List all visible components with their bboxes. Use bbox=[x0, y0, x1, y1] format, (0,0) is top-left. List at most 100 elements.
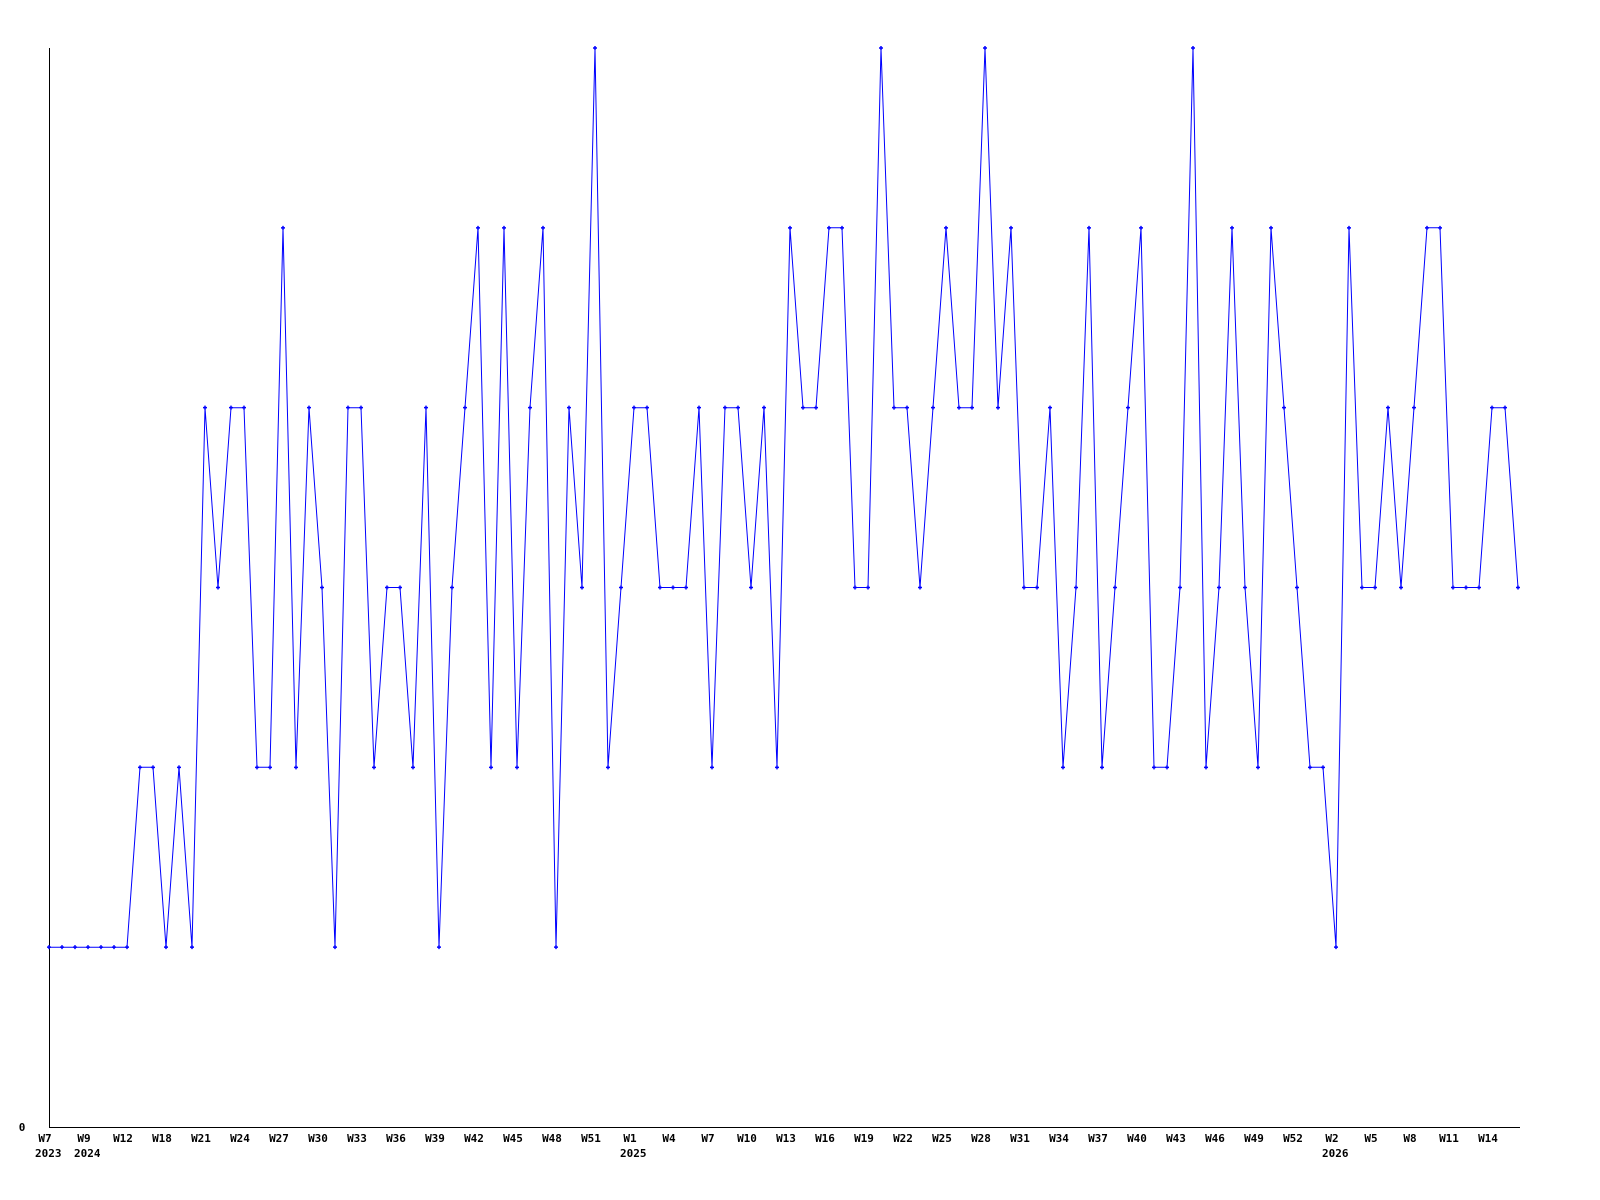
data-point bbox=[1256, 765, 1260, 770]
x-tick-label: W18 bbox=[152, 1132, 172, 1145]
data-point bbox=[229, 405, 233, 410]
data-point bbox=[1282, 405, 1286, 410]
data-point bbox=[502, 225, 506, 230]
series-line bbox=[49, 47, 1519, 948]
data-point bbox=[671, 585, 675, 590]
x-tick-label: W27 bbox=[269, 1132, 289, 1145]
x-tick-label: W45 bbox=[503, 1132, 523, 1145]
data-point bbox=[515, 765, 519, 770]
data-point bbox=[346, 405, 350, 410]
y-tick-label: 0 bbox=[19, 1121, 26, 1134]
data-point bbox=[1373, 585, 1377, 590]
data-point bbox=[658, 585, 662, 590]
data-point bbox=[86, 945, 90, 950]
data-point bbox=[1178, 585, 1182, 590]
x-tick-label: W40 bbox=[1127, 1132, 1147, 1145]
data-point bbox=[47, 945, 51, 950]
data-point bbox=[554, 945, 558, 950]
data-point bbox=[1152, 765, 1156, 770]
data-point bbox=[294, 765, 298, 770]
data-point bbox=[1347, 225, 1351, 230]
data-point bbox=[762, 405, 766, 410]
x-tick-label: W12 bbox=[113, 1132, 133, 1145]
data-point bbox=[541, 225, 545, 230]
data-point bbox=[1243, 585, 1247, 590]
x-tick-label: W52 bbox=[1283, 1132, 1303, 1145]
data-point bbox=[411, 765, 415, 770]
data-point bbox=[242, 405, 246, 410]
data-point bbox=[1087, 225, 1091, 230]
data-point bbox=[749, 585, 753, 590]
data-point bbox=[1074, 585, 1078, 590]
data-point bbox=[853, 585, 857, 590]
data-point bbox=[593, 46, 597, 50]
data-point bbox=[463, 405, 467, 410]
data-point bbox=[1477, 585, 1481, 590]
data-point bbox=[567, 405, 571, 410]
x-tick-label: W46 bbox=[1205, 1132, 1225, 1145]
data-point bbox=[1334, 945, 1338, 950]
x-tick-label: W4 bbox=[662, 1132, 676, 1145]
x-tick-label: W22 bbox=[893, 1132, 913, 1145]
x-tick-label: W48 bbox=[542, 1132, 562, 1145]
data-point bbox=[580, 585, 584, 590]
data-point bbox=[333, 945, 337, 950]
x-tick-label: W31 bbox=[1010, 1132, 1030, 1145]
data-point bbox=[814, 405, 818, 410]
data-point bbox=[1165, 765, 1169, 770]
x-tick-label: W34 bbox=[1049, 1132, 1069, 1145]
data-point bbox=[1269, 225, 1273, 230]
x-tick-label: W37 bbox=[1088, 1132, 1108, 1145]
x-tick-label: W24 bbox=[230, 1132, 250, 1145]
data-point bbox=[723, 405, 727, 410]
data-point bbox=[1516, 585, 1520, 590]
data-point bbox=[99, 945, 103, 950]
data-point bbox=[125, 945, 129, 950]
data-point bbox=[138, 765, 142, 770]
data-point bbox=[1139, 225, 1143, 230]
data-point bbox=[216, 585, 220, 590]
data-point bbox=[1308, 765, 1312, 770]
data-point bbox=[801, 405, 805, 410]
data-point bbox=[606, 765, 610, 770]
x-tick-label: W7 bbox=[701, 1132, 714, 1145]
data-point bbox=[1061, 765, 1065, 770]
data-point bbox=[450, 585, 454, 590]
data-point bbox=[1321, 765, 1325, 770]
x-tick-label: W30 bbox=[308, 1132, 328, 1145]
x-tick-label: W8 bbox=[1403, 1132, 1416, 1145]
data-point bbox=[1503, 405, 1507, 410]
data-point bbox=[840, 225, 844, 230]
data-point bbox=[905, 405, 909, 410]
x-tick-label: W21 bbox=[191, 1132, 211, 1145]
data-point bbox=[918, 585, 922, 590]
data-point bbox=[996, 405, 1000, 410]
x-tick-label: W33 bbox=[347, 1132, 367, 1145]
data-point bbox=[970, 405, 974, 410]
x-tick-label: W42 bbox=[464, 1132, 484, 1145]
data-point bbox=[424, 405, 428, 410]
data-point bbox=[203, 405, 207, 410]
data-point bbox=[944, 225, 948, 230]
x-year-label: 2023 bbox=[35, 1147, 62, 1160]
data-point bbox=[385, 585, 389, 590]
data-point bbox=[320, 585, 324, 590]
data-point bbox=[1204, 765, 1208, 770]
data-point bbox=[1230, 225, 1234, 230]
data-point bbox=[73, 945, 77, 950]
data-point bbox=[866, 585, 870, 590]
x-tick-label: W13 bbox=[776, 1132, 796, 1145]
data-point bbox=[1399, 585, 1403, 590]
data-point bbox=[1464, 585, 1468, 590]
data-point bbox=[736, 405, 740, 410]
data-point bbox=[632, 405, 636, 410]
x-year-label: 2026 bbox=[1322, 1147, 1349, 1160]
data-point bbox=[1451, 585, 1455, 590]
x-tick-label: W25 bbox=[932, 1132, 952, 1145]
series-markers bbox=[47, 46, 1520, 950]
data-point bbox=[268, 765, 272, 770]
data-point bbox=[489, 765, 493, 770]
data-point bbox=[307, 405, 311, 410]
data-point bbox=[1217, 585, 1221, 590]
data-point bbox=[775, 765, 779, 770]
